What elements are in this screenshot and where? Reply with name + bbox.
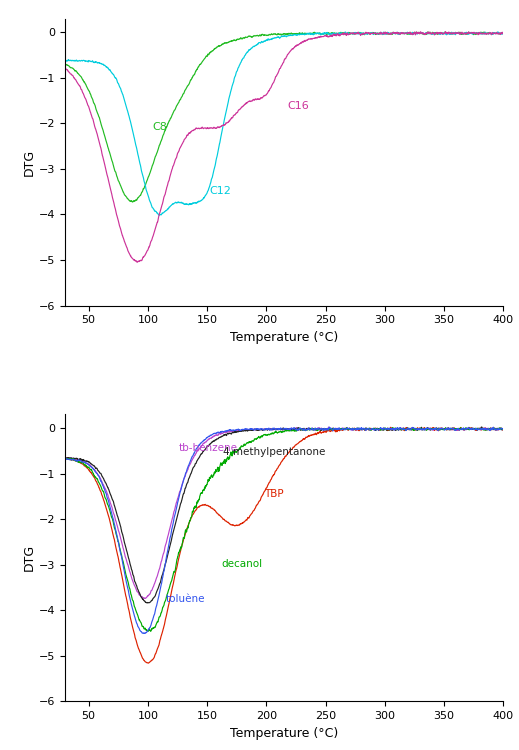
X-axis label: Temperature (°C): Temperature (°C)	[230, 331, 338, 344]
Text: decanol: decanol	[221, 559, 263, 569]
Text: 4 methylpentanone: 4 methylpentanone	[223, 446, 325, 457]
Y-axis label: DTG: DTG	[23, 544, 36, 572]
Text: C12: C12	[210, 186, 231, 196]
X-axis label: Temperature (°C): Temperature (°C)	[230, 727, 338, 740]
Y-axis label: DTG: DTG	[23, 148, 36, 176]
Text: C16: C16	[288, 101, 309, 111]
Text: C8: C8	[153, 122, 168, 132]
Text: TBP: TBP	[264, 489, 283, 500]
Text: toluène: toluène	[166, 594, 205, 604]
Text: tb-benzene: tb-benzene	[179, 443, 238, 453]
